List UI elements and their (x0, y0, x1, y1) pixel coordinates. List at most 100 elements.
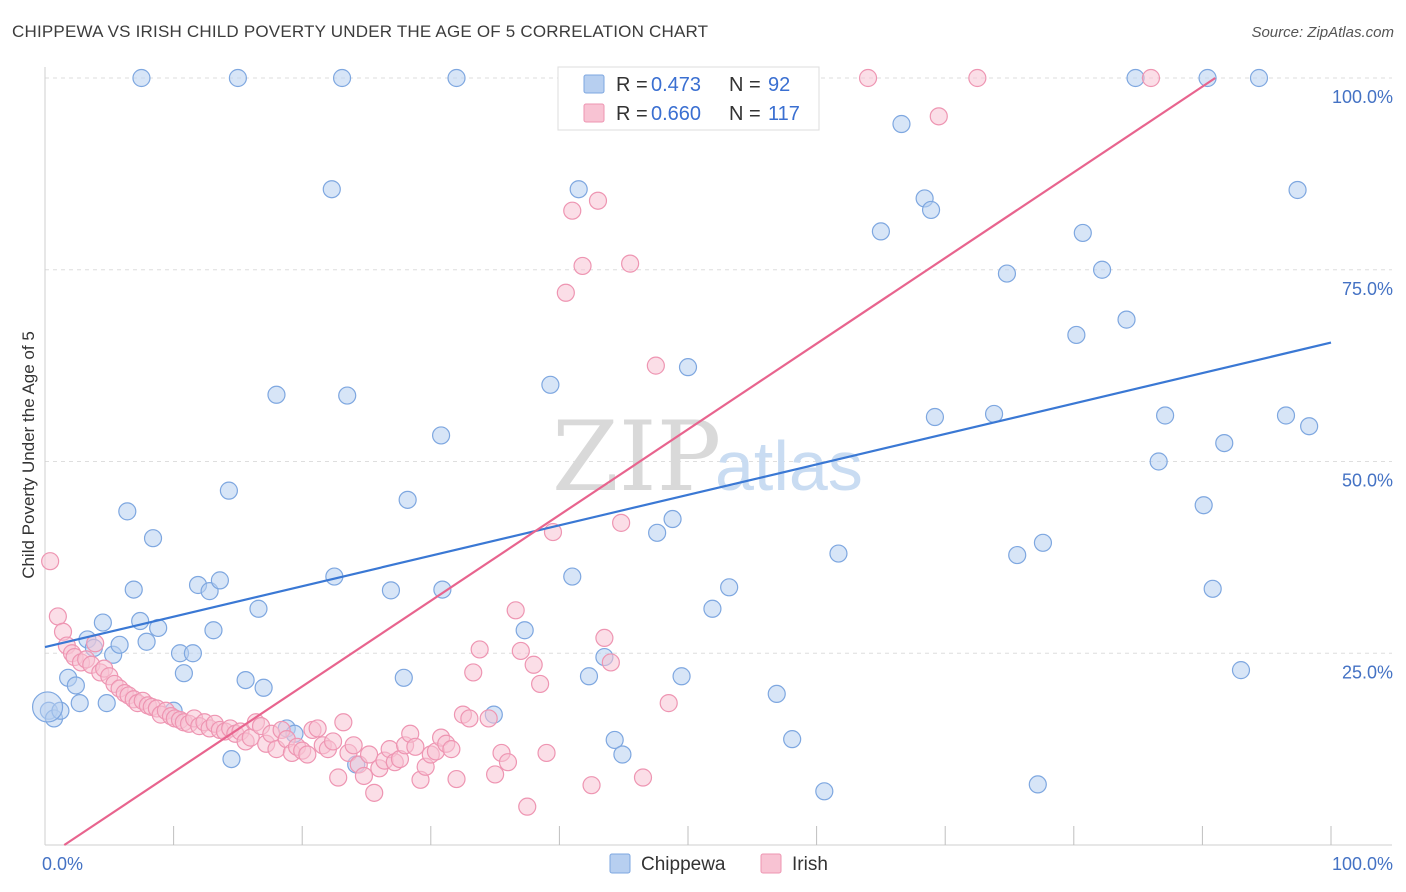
chippewa-point-45 (515, 621, 534, 640)
chippewa-point-78 (1149, 452, 1168, 471)
irish-trend-line (63, 77, 1216, 846)
chippewa-point-39 (381, 581, 401, 600)
chippewa-point-63 (871, 222, 891, 241)
chippewa-point-27 (222, 749, 241, 769)
chippewa-point-12 (118, 502, 137, 521)
chippewa-point-69 (997, 264, 1017, 283)
irish-point-99 (573, 256, 592, 276)
irish-point-113 (858, 68, 878, 88)
chippewa-point-cluster (31, 691, 64, 723)
chippewa-point-9 (97, 694, 116, 713)
x-tick-label-0: 0.0% (42, 854, 83, 874)
legend-swatch-chippewa (583, 74, 605, 94)
chippewa-point-55 (672, 667, 691, 686)
chippewa-point-80 (1194, 496, 1213, 515)
chippewa-point-57 (703, 599, 722, 618)
irish-point-93 (524, 655, 543, 674)
chippewa-point-84 (1231, 661, 1251, 680)
chippewa-point-88 (1300, 417, 1319, 436)
irish-point-95 (537, 743, 556, 763)
legend-swatch-irish (583, 103, 605, 123)
chippewa-point-25 (210, 571, 229, 590)
chart-title: CHIPPEWA VS IRISH CHILD POVERTY UNDER TH… (12, 22, 709, 41)
chippewa-point-40 (394, 668, 413, 687)
y-tick-label-50: 50.0% (1342, 471, 1393, 491)
chippewa-point-90 (132, 68, 151, 88)
legend-n-value-chippewa: 92 (768, 74, 790, 96)
chippewa-point-74 (1073, 223, 1092, 243)
chippewa-point-20 (174, 664, 193, 683)
chippewa-point-53 (648, 523, 667, 542)
chippewa-point-21 (183, 644, 202, 663)
chippewa-point-73 (1067, 325, 1086, 345)
irish-point-80 (442, 740, 461, 759)
irish-point-0 (41, 552, 60, 571)
chippewa-point-54 (663, 509, 682, 529)
irish-point-89 (498, 753, 518, 772)
irish-point-102 (595, 628, 614, 648)
irish-point-98 (563, 201, 582, 220)
chippewa-point-85 (1249, 68, 1269, 88)
chippewa-point-11 (110, 635, 129, 654)
chippewa-point-58 (720, 578, 739, 597)
irish-point-106 (633, 768, 653, 787)
irish-point-90 (506, 601, 525, 620)
irish-point-86 (479, 709, 498, 728)
chippewa-point-59 (767, 684, 786, 704)
irish-point-114 (929, 107, 948, 126)
irish-point-54 (308, 719, 327, 738)
irish-point-59 (334, 713, 353, 732)
chippewa-point-60 (783, 730, 802, 749)
irish-point-116 (1141, 68, 1161, 88)
irish-point-105 (621, 254, 640, 273)
chippewa-point-52 (613, 745, 632, 764)
irish-point-64 (359, 745, 379, 764)
chippewa-point-64 (892, 114, 911, 134)
legend-r-label: R = (616, 103, 648, 125)
chippewa-point-67 (925, 407, 945, 427)
legend-r-value-chippewa: 0.473 (651, 74, 701, 96)
bottom-legend-label-chippewa: Chippewa (641, 854, 726, 875)
chippewa-point-79 (1156, 406, 1175, 425)
irish-point-100 (582, 776, 601, 795)
chippewa-point-62 (829, 544, 848, 563)
chippewa-point-30 (254, 678, 273, 697)
irish-point-104 (612, 513, 631, 532)
bottom-legend-label-irish: Irish (792, 854, 828, 875)
irish-point-61 (344, 736, 363, 755)
watermark-atlas: atlas (715, 427, 863, 505)
chippewa-point-71 (1028, 775, 1047, 794)
irish-point-91 (511, 641, 530, 661)
gridlines (45, 77, 1392, 654)
irish-point-1 (48, 607, 67, 626)
irish-point-108 (659, 694, 678, 713)
chippewa-point-8 (93, 613, 112, 632)
irish-point-97 (556, 283, 575, 302)
chippewa-point-76 (1117, 310, 1136, 329)
chippewa-point-43 (433, 580, 452, 599)
irish-point-57 (323, 732, 343, 751)
y-tick-label-25: 25.0% (1342, 662, 1393, 682)
chippewa-point-26 (219, 481, 238, 500)
chippewa-point-46 (541, 375, 560, 394)
chippewa-point-42 (431, 426, 451, 445)
legend: R = 0.473 N = 92 R = 0.660 N = 117 (557, 66, 820, 131)
legend-r-label: R = (616, 74, 648, 96)
legend-n-value-irish: 117 (768, 103, 800, 125)
irish-point-101 (588, 191, 608, 210)
chippewa-point-83 (1215, 433, 1234, 453)
irish-point-58 (329, 768, 348, 787)
chippewa-point-47 (563, 567, 582, 586)
chippewa-point-5 (70, 694, 89, 713)
chippewa-point-75 (1092, 260, 1112, 279)
chippewa-point-16 (143, 529, 163, 548)
chippewa-point-31 (267, 385, 286, 404)
irish-point-65 (365, 783, 384, 802)
irish-point-115 (968, 68, 987, 88)
bottom-legend-swatch-chippewa (609, 853, 631, 874)
chippewa-trend-line (44, 341, 1332, 649)
legend-n-label: N = (729, 74, 761, 96)
chippewa-point-34 (322, 180, 341, 199)
chippewa-point-41 (398, 490, 417, 509)
